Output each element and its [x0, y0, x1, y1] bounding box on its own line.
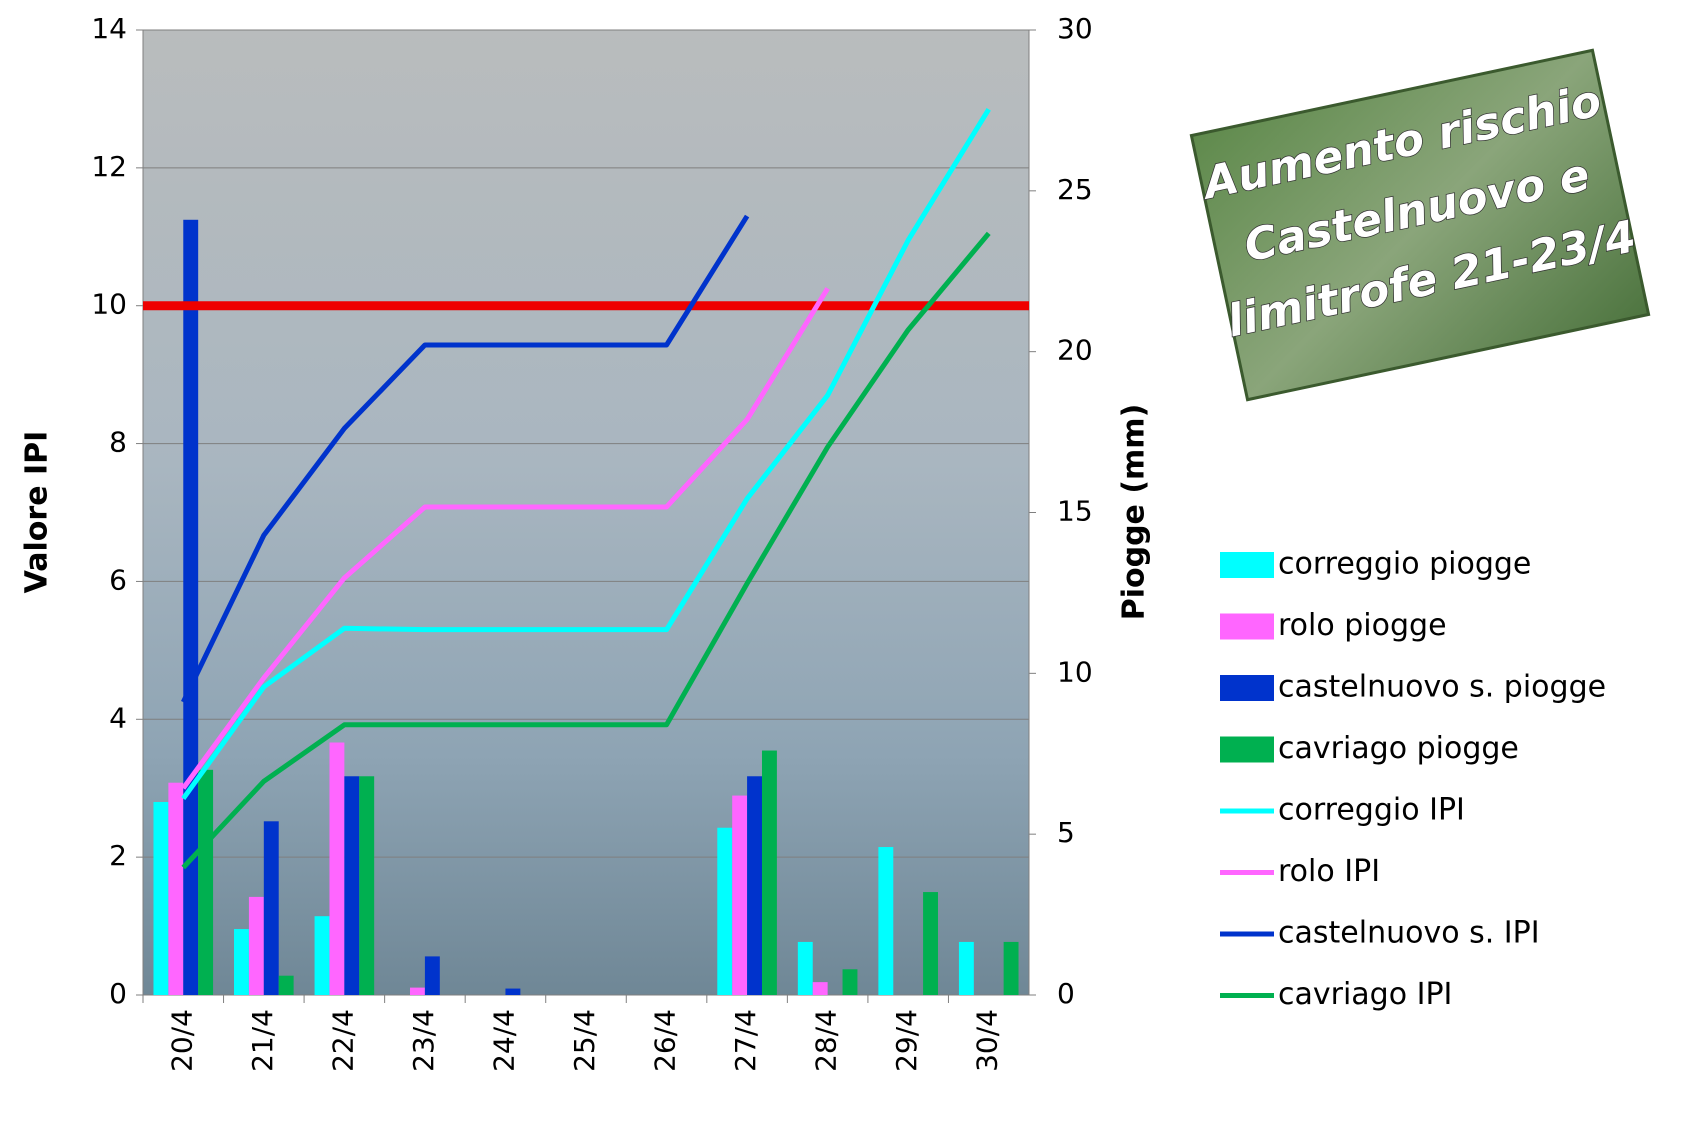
legend-label: rolo piogge	[1278, 608, 1447, 643]
y2-tick-label: 0	[1057, 977, 1075, 1010]
y2-tick-label: 25	[1057, 173, 1093, 206]
x-tick-label: 30/4	[971, 1009, 1004, 1072]
bar	[424, 956, 440, 995]
y-tick-label: 0	[109, 977, 127, 1010]
bar	[958, 941, 974, 995]
y2-axis-title: Piogge (mm)	[1117, 404, 1152, 621]
x-tick-label: 24/4	[487, 1009, 520, 1072]
x-tick-label: 25/4	[568, 1009, 601, 1072]
axes: 0 2 4 6 8 10 12 14 0 5 10 15 20 25 30 20/4 21/4 22/4 23/4 2…	[91, 12, 1092, 1072]
sign-board	[1189, 48, 1651, 402]
x-tick-label: 21/4	[246, 1009, 279, 1072]
bar	[344, 776, 360, 995]
bar	[410, 987, 425, 995]
legend-swatch	[1220, 613, 1274, 640]
line	[181, 214, 750, 704]
y2-tick-label: 5	[1057, 816, 1075, 849]
bar	[329, 742, 345, 995]
bar	[234, 929, 249, 995]
y-tick-label: 2	[109, 839, 127, 872]
bar	[1003, 941, 1019, 995]
legend-label: rolo IPI	[1278, 854, 1380, 889]
legend-label: correggio piogge	[1278, 547, 1531, 582]
line	[181, 287, 830, 790]
legend-label: cavriago piogge	[1278, 731, 1519, 766]
x-tick-label: 26/4	[649, 1009, 682, 1072]
bar	[248, 896, 264, 995]
y-tick-label: 8	[109, 426, 127, 459]
x-tick-label: 22/4	[326, 1009, 359, 1072]
bar	[842, 969, 858, 995]
line	[181, 231, 991, 870]
bar	[263, 821, 279, 995]
y-tick-label: 12	[91, 150, 127, 183]
plot-background	[143, 30, 1029, 995]
y2-tick-label: 10	[1057, 655, 1093, 688]
bar	[168, 782, 184, 995]
legend-label: correggio IPI	[1278, 793, 1465, 828]
bar	[278, 975, 294, 995]
x-tick-label: 20/4	[165, 1009, 198, 1072]
y2-tick-label: 15	[1057, 495, 1093, 528]
y-tick-label: 6	[109, 563, 127, 596]
bar	[198, 769, 214, 995]
bar	[878, 847, 894, 995]
line	[181, 107, 991, 801]
bar	[717, 827, 733, 995]
bar	[812, 982, 828, 995]
y-tick-label: 4	[109, 701, 127, 734]
legend-label: castelnuovo s. IPI	[1278, 916, 1540, 951]
bar	[761, 750, 777, 995]
bar	[797, 941, 813, 995]
x-tick-label: 27/4	[729, 1009, 762, 1072]
x-tick-label: 23/4	[407, 1009, 440, 1072]
bar	[183, 219, 199, 996]
legend-label: castelnuovo s. piogge	[1278, 670, 1606, 705]
legend-swatch	[1220, 552, 1274, 578]
y-tick-label: 10	[91, 288, 127, 321]
bar	[314, 916, 330, 995]
bar	[153, 802, 169, 995]
bar	[923, 892, 938, 995]
legend-label: cavriago IPI	[1278, 977, 1452, 1012]
bar	[747, 776, 762, 995]
bar	[359, 776, 375, 995]
y-tick-label: 14	[91, 12, 127, 45]
bar	[505, 988, 521, 995]
annotation-sign: Aumento rischio Castelnuovo e limitrofe …	[1189, 48, 1651, 402]
x-tick-label: 29/4	[890, 1009, 923, 1072]
x-tick-label: 28/4	[810, 1009, 843, 1072]
y2-tick-label: 20	[1057, 334, 1093, 367]
bar	[732, 795, 748, 995]
y-axis-title: Valore IPI	[20, 431, 55, 594]
legend-swatch	[1220, 736, 1274, 763]
legend-swatch	[1220, 675, 1274, 701]
y2-tick-label: 30	[1057, 12, 1093, 45]
